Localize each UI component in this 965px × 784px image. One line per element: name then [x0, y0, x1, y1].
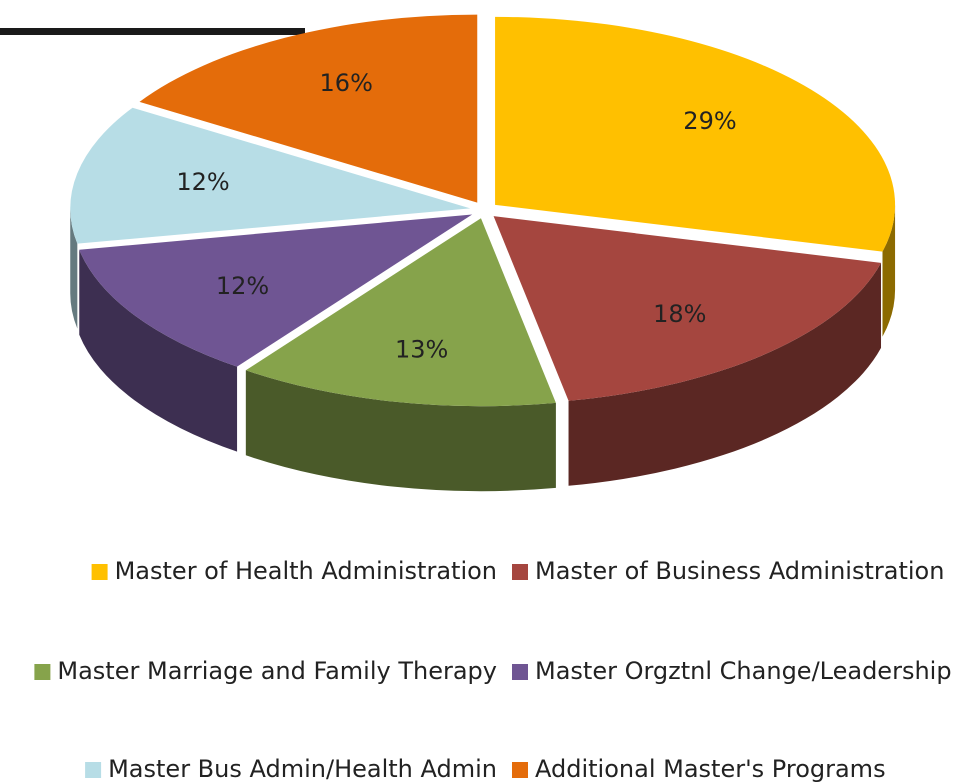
slice-side	[882, 204, 896, 337]
legend-label: Master Orgztnl Change/Leadership	[535, 657, 952, 685]
data-label: 29%	[683, 107, 736, 135]
slice	[495, 16, 896, 252]
slice-side	[568, 262, 882, 486]
legend-swatch	[512, 762, 528, 778]
data-label: 18%	[653, 300, 706, 328]
slice-side	[79, 249, 238, 452]
legend-label: Additional Master's Programs	[535, 755, 886, 783]
slice-side	[70, 208, 78, 329]
slice	[139, 14, 478, 203]
legend-label: Master of Business Administration	[535, 557, 944, 585]
legend-label: Master of Health Administration	[115, 557, 497, 585]
legend-swatch	[91, 564, 108, 580]
data-label: 13%	[395, 335, 448, 363]
data-label: 12%	[216, 272, 269, 300]
slice	[79, 214, 473, 367]
legend-swatch	[34, 664, 51, 680]
slice	[245, 218, 556, 407]
legend-swatch	[512, 664, 528, 680]
legend-label: Master Marriage and Family Therapy	[57, 657, 497, 685]
legend-label: Master Bus Admin/Health Admin	[108, 755, 497, 783]
data-label: 12%	[176, 168, 229, 196]
slice-side	[245, 370, 556, 492]
decor-bar	[0, 28, 305, 35]
legend-swatch	[85, 762, 102, 778]
slice	[70, 107, 471, 244]
slice	[493, 216, 882, 401]
legend-swatch	[512, 564, 528, 580]
data-label: 16%	[320, 69, 373, 97]
